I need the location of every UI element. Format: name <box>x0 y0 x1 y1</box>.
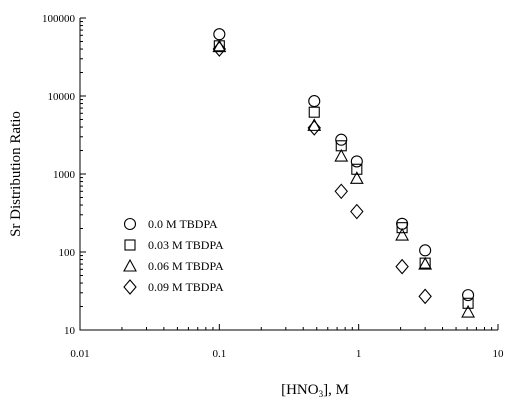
axes <box>79 18 498 331</box>
legend-label: 0.06 M TBDPA <box>148 259 224 273</box>
legend-marker-circle <box>123 217 137 231</box>
x-axis-label-subscript: 3 <box>319 389 324 399</box>
x-tick-label: 1 <box>356 348 362 360</box>
series-diamond <box>212 41 432 305</box>
data-point-circle <box>308 95 321 108</box>
legend-marker-square <box>124 239 136 251</box>
y-tick-label: 1000 <box>53 169 76 181</box>
data-point-square <box>419 257 431 269</box>
x-tick-label: 0.01 <box>70 348 89 360</box>
series-square <box>213 40 474 309</box>
data-point-triangle <box>334 148 349 162</box>
data-point-circle <box>350 155 363 168</box>
data-point-diamond <box>212 41 227 57</box>
series-triangle <box>212 39 476 318</box>
data-point-diamond <box>334 183 348 200</box>
y-tick-label: 10 <box>64 325 76 337</box>
x-tick-label: 10 <box>493 348 505 360</box>
series-circle <box>213 28 475 302</box>
data-point-circle <box>335 133 348 146</box>
data-point-triangle <box>395 227 410 241</box>
legend-label: 0.09 M TBDPA <box>148 280 224 294</box>
x-axis-label-main: [HNO <box>281 382 319 398</box>
legend-item: 0.09 M TBDPA <box>123 279 224 295</box>
data-point-triangle <box>349 171 364 184</box>
data-point-circle <box>419 244 432 257</box>
y-tick-label: 10000 <box>48 91 76 103</box>
data-point-square <box>351 163 363 175</box>
data-points <box>212 28 476 318</box>
data-point-diamond <box>418 288 432 305</box>
data-point-circle <box>462 289 475 302</box>
x-axis-label-tail: ], M <box>323 382 349 398</box>
data-point-diamond <box>395 258 409 275</box>
y-tick-label: 100 <box>59 247 76 259</box>
legend-marker-diamond <box>123 279 137 295</box>
axis-frame <box>79 18 498 331</box>
y-axis-ticks: 10 100 1000 10000 100000 <box>42 13 86 337</box>
legend-item: 0.0 M TBDPA <box>123 217 218 231</box>
data-point-diamond <box>307 120 321 136</box>
data-point-triangle <box>461 304 476 318</box>
legend-label: 0.03 M TBDPA <box>148 238 224 252</box>
data-point-square <box>308 106 320 118</box>
y-tick-label: 100000 <box>42 13 76 25</box>
data-point-square <box>396 222 408 234</box>
x-axis-ticks: 0.01 0.1 1 10 <box>70 324 504 360</box>
data-point-circle <box>213 28 226 41</box>
data-point-circle <box>396 217 409 230</box>
legend-label: 0.0 M TBDPA <box>148 217 218 231</box>
x-tick-label: 0.1 <box>212 348 226 360</box>
data-point-diamond <box>350 203 364 220</box>
y-axis-label: Sr Distribution Ratio <box>8 111 24 237</box>
data-point-triangle <box>418 256 433 270</box>
legend-item: 0.06 M TBDPA <box>123 258 224 273</box>
legend-item: 0.03 M TBDPA <box>124 238 224 252</box>
legend-marker-triangle <box>123 258 137 272</box>
x-axis-label: [HNO3], M <box>281 382 349 399</box>
data-point-square <box>462 297 474 309</box>
legend: 0.0 M TBDPA 0.03 M TBDPA 0.06 M TBDPA 0.09 … <box>123 217 224 295</box>
